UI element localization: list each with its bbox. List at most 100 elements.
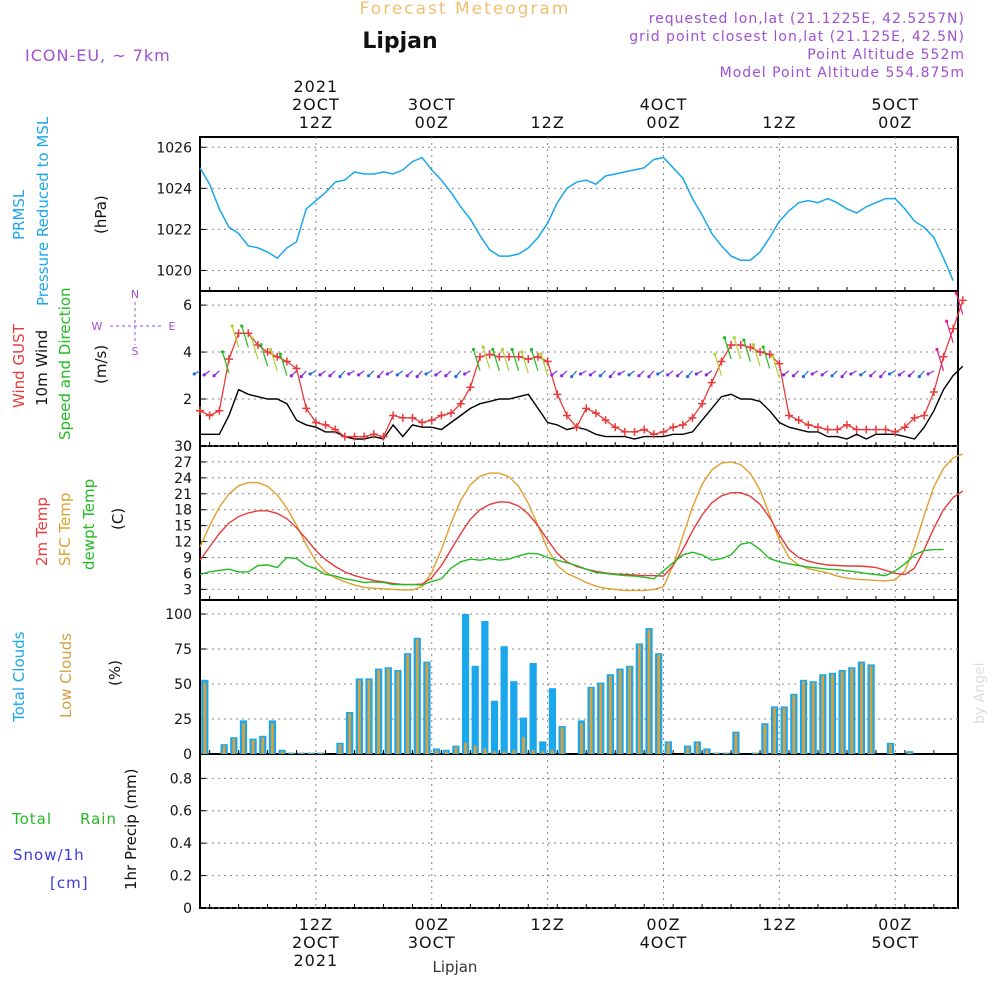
gust-marker	[910, 413, 919, 422]
gust-marker	[949, 324, 958, 333]
low-cloud-bar	[859, 663, 863, 754]
wind-arrow-head	[376, 375, 381, 379]
grid-point-coords: grid point closest lon,lat (21.125E, 42.…	[629, 29, 965, 45]
gust-marker	[418, 418, 427, 427]
time-label-bottom: 00Z	[646, 915, 680, 934]
dewpt-label: dewpt Temp	[80, 479, 98, 570]
total-cloud-bar	[490, 700, 499, 754]
wind-arrow-head	[347, 372, 351, 376]
low-cloud-bar	[270, 723, 274, 754]
wind-arrow-head	[560, 374, 564, 378]
wind-arrow	[521, 351, 529, 374]
wind-arrow-head	[249, 336, 253, 340]
low-cloud-bar	[280, 751, 284, 754]
wind-arrow-head	[405, 374, 409, 378]
low-cloud-bar	[425, 663, 429, 754]
wind-arrow-head	[289, 374, 293, 378]
gust-marker	[717, 357, 726, 366]
wind-arrow-head	[897, 373, 901, 377]
low-cloud-bar	[637, 644, 641, 754]
pressure-label: PRMSL	[10, 189, 28, 240]
wind-arrow-head	[926, 372, 930, 376]
wind-arrow-head	[510, 347, 514, 352]
model-altitude: Model Point Altitude 554.875m	[720, 65, 965, 81]
wind-unit: (m/s)	[92, 345, 110, 384]
wind-arrow	[772, 356, 780, 379]
time-label-bottom: 4OCT	[640, 933, 688, 952]
wind-arrow-head	[656, 372, 660, 376]
y-tick-label: 9	[183, 551, 192, 567]
wind-arrow	[955, 292, 964, 315]
panel-frame	[199, 753, 959, 909]
y-tick-label: 2	[183, 392, 192, 408]
gust-marker	[678, 420, 687, 429]
gust-marker	[205, 411, 214, 420]
wind-arrow-head	[869, 374, 873, 378]
wind-arrow-head	[598, 374, 602, 378]
low-cloud-bar	[473, 745, 477, 754]
gust-marker	[553, 390, 562, 399]
gust-marker	[350, 432, 359, 441]
gust-marker	[215, 406, 224, 415]
product-title: Forecast Meteogram	[360, 0, 571, 19]
gust-marker	[360, 432, 369, 441]
y-tick-label: 6	[183, 566, 192, 582]
precip-unit: 1hr Precip (mm)	[122, 769, 140, 890]
gust-marker	[495, 352, 504, 361]
wind-arrow-head	[751, 343, 756, 347]
gust-marker	[833, 425, 842, 434]
wind-arrow-head	[791, 374, 796, 378]
wind-arrow-head	[240, 324, 244, 328]
low-cloud-bar	[753, 752, 757, 754]
compass-n: N	[131, 288, 139, 301]
gust-marker	[630, 427, 639, 436]
wind-arrow	[270, 349, 278, 372]
low-cloud-bar	[782, 707, 786, 754]
y-tick-label: 21	[174, 487, 192, 503]
pressure-unit: (hPa)	[92, 195, 110, 234]
y-tick-label: 1026	[156, 140, 192, 156]
gust-marker	[900, 423, 909, 432]
gust-marker	[456, 399, 465, 408]
low-cloud-bar	[338, 744, 342, 754]
y-tick-label: 25	[174, 712, 192, 728]
low-cloud-bar	[454, 747, 458, 754]
time-label-top: 00Z	[646, 113, 680, 132]
low-cloud-bar	[888, 744, 892, 754]
low-cloud-bar	[705, 749, 709, 754]
wind-arrow-head	[879, 375, 883, 379]
wind-arrow-head	[491, 347, 495, 352]
time-label-top: 12Z	[530, 113, 564, 132]
time-label-top: 00Z	[415, 113, 449, 132]
wind-direction-label: Speed and Direction	[56, 287, 74, 440]
total-cloud-bar	[519, 717, 528, 754]
wind-arrow	[250, 337, 259, 360]
wind-arrow	[241, 325, 249, 348]
gust-marker	[842, 420, 851, 429]
y-tick-label: 50	[174, 677, 192, 693]
gust-marker	[891, 427, 900, 436]
snow-label: Snow/1h	[13, 846, 85, 864]
wind-label: 10m Wind	[33, 330, 51, 406]
low-cloud-bar	[840, 671, 844, 754]
wind-arrow-head	[463, 372, 467, 376]
gust-marker	[466, 383, 475, 392]
footer-location: Lipjan	[433, 958, 478, 976]
wind-arrow	[936, 349, 945, 372]
requested-coords: requested lon,lat (21.1225E, 42.5257N)	[649, 11, 965, 27]
model-name: ICON-EU, ~ 7km	[25, 46, 171, 65]
panel-precip: 0 0.2 0.4 0.6 0.8	[170, 753, 959, 917]
wind-arrow	[733, 337, 742, 360]
low-cloud-bar	[560, 727, 564, 754]
rain-label: Rain	[80, 810, 117, 828]
low-cloud-bar	[222, 745, 226, 754]
low-cloud-bar	[444, 751, 448, 754]
gust-marker	[958, 296, 967, 305]
low-cloud-bar	[724, 752, 728, 754]
panel-frame	[199, 136, 959, 292]
wind-arrow-head	[481, 345, 485, 349]
low-cloud-bar	[811, 682, 815, 754]
wind-arrow-head	[434, 373, 438, 377]
y-tick-label: 1024	[156, 181, 192, 197]
